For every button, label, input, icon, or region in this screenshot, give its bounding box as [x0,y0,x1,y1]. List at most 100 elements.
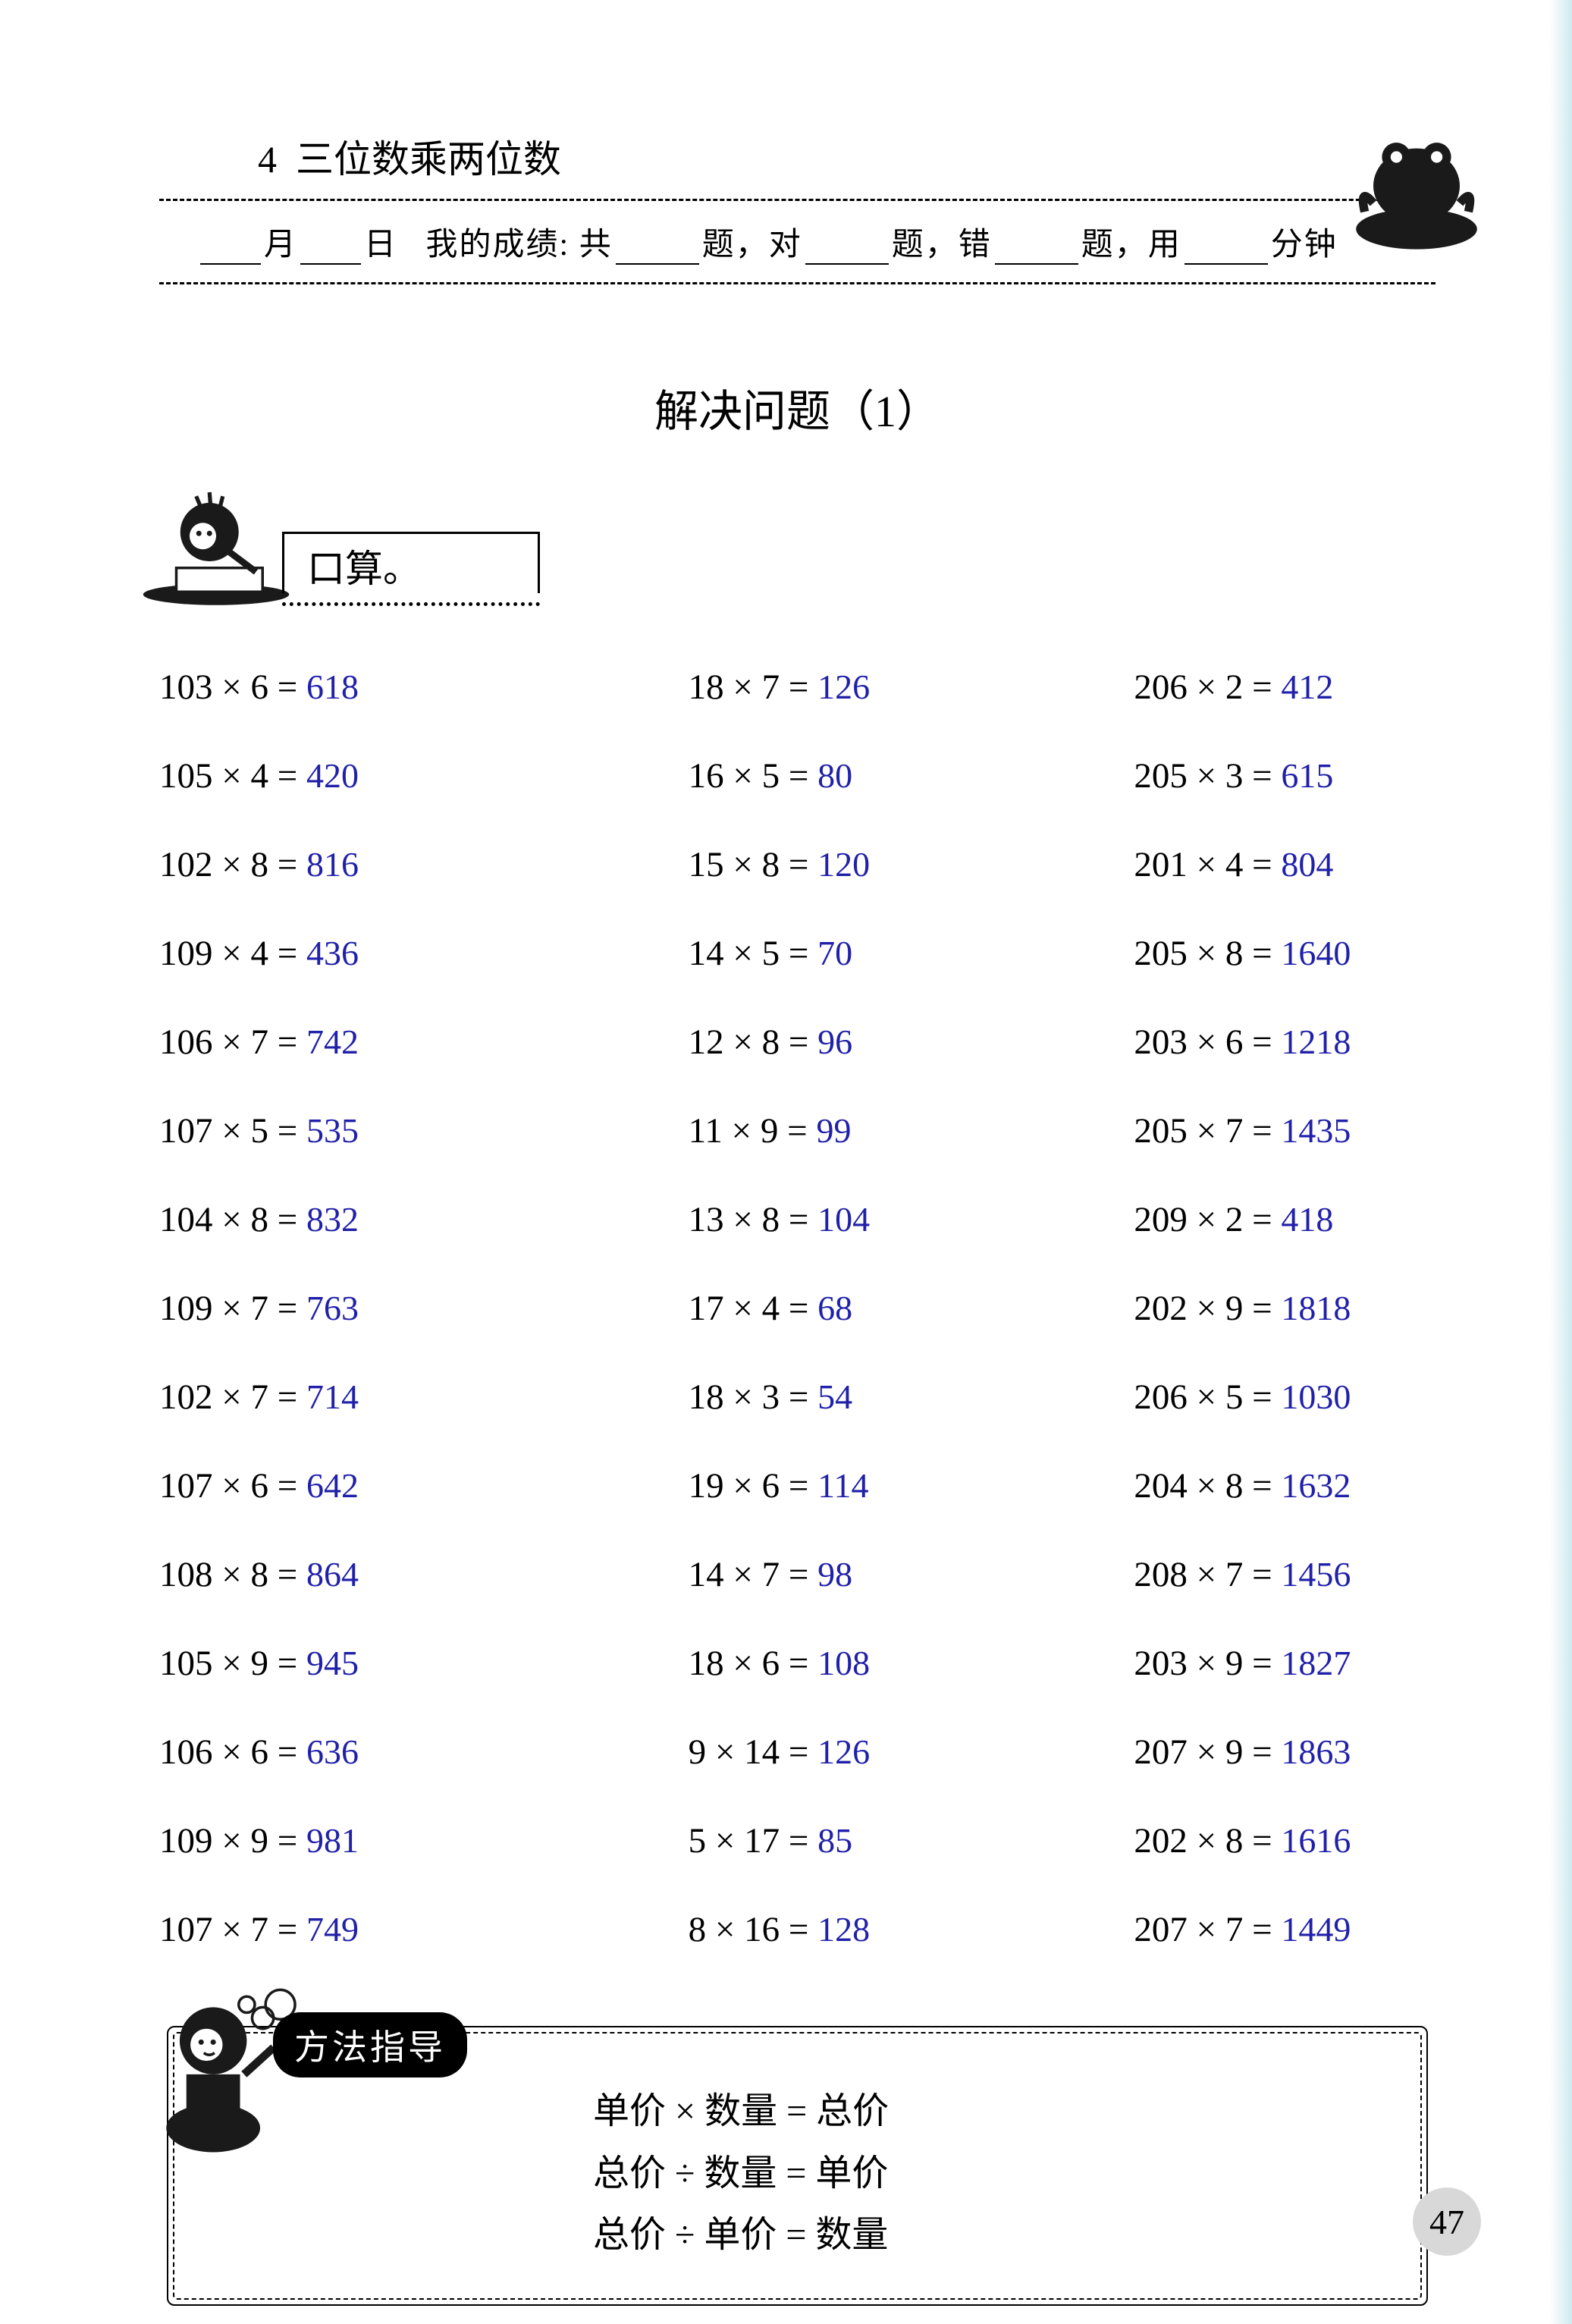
problem-cell: 14 × 5 = 70 [590,933,1006,974]
method-guidance-box: 方法指导 单价 × 数量 = 总价 总价 ÷ 数量 = 单价 总价 ÷ 单价 =… [159,2026,1436,2306]
problem-answer: 615 [1281,756,1333,795]
problem-cell: 18 × 7 = 126 [590,667,1006,708]
problem-expression: 18 × 3 = [689,1377,818,1417]
problem-cell: 104 × 8 = 832 [159,1199,575,1240]
problem-expression: 201 × 4 = [1134,845,1281,884]
problem-answer: 763 [306,1289,359,1327]
problem-expression: 12 × 8 = [689,1022,818,1062]
problem-cell: 102 × 7 = 714 [159,1377,575,1418]
problem-expression: 11 × 9 = [689,1111,817,1151]
formula-line: 单价 × 数量 = 总价 [593,2081,1396,2143]
problem-expression: 207 × 7 = [1134,1910,1281,1949]
problem-expression: 102 × 7 = [159,1377,306,1417]
problem-expression: 104 × 8 = [159,1200,306,1239]
problem-answer: 126 [817,667,870,706]
problem-answer: 128 [817,1910,870,1949]
problem-cell: 17 × 4 = 68 [590,1288,1006,1329]
frog-icon [1345,114,1489,258]
problem-cell: 15 × 8 = 120 [590,844,1006,885]
problem-cell: 103 × 6 = 618 [159,667,575,708]
problem-cell: 106 × 6 = 636 [159,1732,575,1773]
problem-expression: 14 × 5 = [689,934,818,973]
problem-expression: 18 × 7 = [689,667,818,707]
problem-answer: 714 [306,1377,359,1416]
problem-cell: 13 × 8 = 104 [590,1199,1006,1240]
problem-answer: 642 [306,1466,359,1505]
problem-expression: 109 × 4 = [159,934,306,973]
problem-answer: 418 [1281,1200,1333,1239]
divider-top [159,199,1436,201]
problem-answer: 804 [1281,845,1333,884]
month-label: 月 [264,228,297,262]
kousuan-header: 口算。 [136,485,1436,606]
score-header: 月日 我的成绩: 共题，对题，错题，用分钟 [159,207,1436,276]
problem-expression: 203 × 9 = [1134,1644,1281,1683]
problem-cell: 107 × 7 = 749 [159,1909,575,1950]
page-container: 4 三位数乘两位数 月日 我的成绩: 共题，对题，错题，用分钟 解决问题（1） … [0,0,1572,2306]
chapter-title: 4 三位数乘两位数 [258,129,1436,184]
problem-cell: 12 × 8 = 96 [590,1022,1006,1063]
problem-cell: 205 × 3 = 615 [1020,755,1436,796]
problem-expression: 205 × 8 = [1134,934,1281,973]
ti1-label: 题，对 [702,228,802,262]
kousuan-label: 口算。 [282,532,540,593]
month-blank[interactable] [200,237,261,265]
problem-expression: 14 × 7 = [689,1555,818,1594]
problem-expression: 16 × 5 = [689,756,818,796]
problem-answer: 114 [817,1466,868,1505]
problem-answer: 832 [306,1200,359,1239]
problem-expression: 205 × 3 = [1134,756,1281,796]
problem-answer: 1030 [1281,1377,1351,1416]
problem-cell: 109 × 7 = 763 [159,1288,575,1329]
score-prefix: 我的成绩: 共 [426,228,613,262]
problem-answer: 70 [817,934,852,972]
problem-expression: 18 × 6 = [689,1644,818,1683]
problem-cell: 204 × 8 = 1632 [1020,1465,1436,1506]
formula-line: 总价 ÷ 单价 = 数量 [593,2204,1396,2266]
problem-cell: 202 × 9 = 1818 [1020,1288,1436,1329]
problem-cell: 208 × 7 = 1456 [1020,1554,1436,1595]
problem-answer: 85 [817,1821,852,1860]
problem-expression: 106 × 6 = [159,1732,306,1772]
problem-cell: 14 × 7 = 98 [590,1554,1006,1595]
problem-expression: 15 × 8 = [689,845,818,884]
problem-expression: 13 × 8 = [689,1200,818,1239]
problem-expression: 107 × 6 = [159,1466,306,1506]
problem-cell: 109 × 9 = 981 [159,1820,575,1861]
problem-expression: 209 × 2 = [1134,1200,1281,1239]
problem-cell: 107 × 6 = 642 [159,1465,575,1506]
correct-blank[interactable] [805,237,889,265]
problem-expression: 5 × 17 = [689,1821,818,1861]
problem-answer: 1218 [1281,1022,1351,1061]
problem-cell: 16 × 5 = 80 [590,755,1006,796]
problem-answer: 436 [306,934,359,972]
problem-cell: 209 × 2 = 418 [1020,1199,1436,1240]
wrong-blank[interactable] [995,237,1078,265]
problem-answer: 54 [817,1377,852,1416]
problem-answer: 1640 [1281,934,1351,972]
problem-cell: 105 × 9 = 945 [159,1643,575,1684]
problem-cell: 106 × 7 = 742 [159,1022,575,1063]
problem-cell: 11 × 9 = 99 [590,1110,1006,1151]
problem-answer: 120 [817,845,870,884]
problem-answer: 618 [306,667,359,706]
minutes-blank[interactable] [1184,237,1268,265]
section-title: 解决问题（1） [159,375,1436,439]
ti3-label: 题，用 [1081,228,1181,262]
problem-cell: 207 × 9 = 1863 [1020,1732,1436,1773]
problem-cell: 203 × 6 = 1218 [1020,1022,1436,1063]
problem-expression: 202 × 8 = [1134,1821,1281,1861]
chapter-text: 三位数乘两位数 [296,138,561,181]
problem-answer: 420 [306,756,359,795]
problem-cell: 107 × 5 = 535 [159,1110,575,1151]
problem-expression: 202 × 9 = [1134,1289,1281,1328]
problem-expression: 206 × 2 = [1134,667,1281,707]
formulas-list: 单价 × 数量 = 总价 总价 ÷ 数量 = 单价 总价 ÷ 单价 = 数量 [593,2081,1396,2266]
problem-answer: 68 [817,1289,852,1327]
problem-answer: 1616 [1281,1821,1351,1860]
teacher-icon [136,1980,303,2155]
problem-expression: 208 × 7 = [1134,1555,1281,1594]
total-blank[interactable] [616,237,699,265]
problem-answer: 1863 [1281,1732,1351,1771]
day-blank[interactable] [300,237,361,265]
